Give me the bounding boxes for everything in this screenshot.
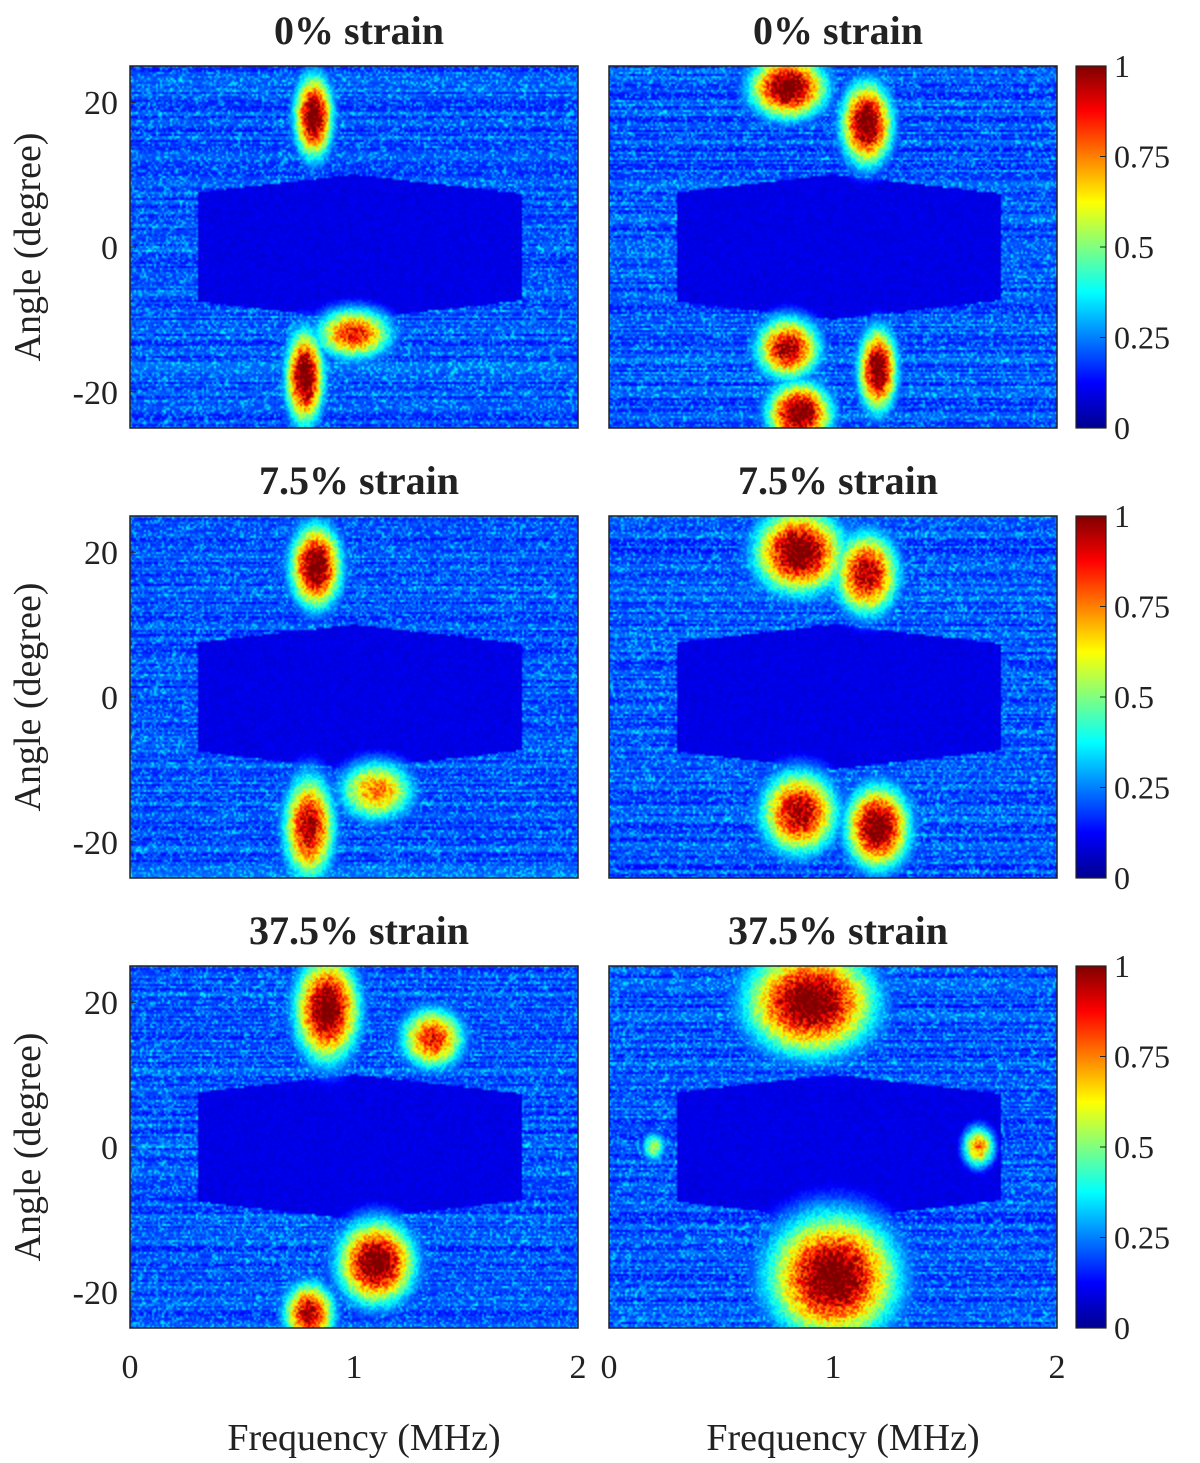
- x-tick-label: 0: [122, 1349, 139, 1386]
- panel-title: 7.5% strain: [259, 458, 459, 503]
- colorbar: [1075, 65, 1107, 429]
- y-tick-label: -20: [73, 375, 118, 412]
- panel-title: 37.5% strain: [728, 908, 948, 953]
- heatmap-panel-4: [608, 515, 1058, 879]
- colorbar-tick-label: 0.25: [1114, 1220, 1170, 1256]
- y-axis-label: Angle (degree): [7, 1033, 49, 1262]
- heatmap-panel-6: [608, 965, 1058, 1329]
- heatmap-panel-5: [129, 965, 579, 1329]
- y-axis-label: Angle (degree): [7, 133, 49, 362]
- colorbar-tick-label: 0.5: [1114, 679, 1154, 715]
- panel-title: 37.5% strain: [249, 908, 469, 953]
- panel-title: 0% strain: [753, 8, 923, 53]
- heatmap-image: [609, 516, 1057, 878]
- heatmap-panel-2: [608, 65, 1058, 429]
- x-axis-label: Frequency (MHz): [227, 1417, 500, 1459]
- x-tick-label: 0: [601, 1349, 618, 1386]
- y-tick-label: -20: [73, 1275, 118, 1312]
- heatmap-panel-3: [129, 515, 579, 879]
- panel-title: 0% strain: [274, 8, 444, 53]
- x-tick-label: 2: [570, 1349, 587, 1386]
- panel-title: 7.5% strain: [738, 458, 938, 503]
- x-axis-label: Frequency (MHz): [706, 1417, 979, 1459]
- y-tick-label: 20: [84, 85, 118, 122]
- colorbar-tick-label: 0: [1114, 860, 1130, 896]
- heatmap-image: [130, 966, 578, 1328]
- x-tick-label: 1: [346, 1349, 363, 1386]
- colorbar-tick-label: 0.5: [1114, 1129, 1154, 1165]
- y-tick-label: 0: [101, 680, 118, 717]
- y-tick-label: 20: [84, 985, 118, 1022]
- y-tick-label: 0: [101, 1130, 118, 1167]
- colorbar-tick-label: 1: [1114, 498, 1130, 534]
- y-tick-label: 0: [101, 230, 118, 267]
- colorbar-tick-label: 0: [1114, 1310, 1130, 1346]
- colorbar-tick-label: 0.25: [1114, 770, 1170, 806]
- y-axis-label: Angle (degree): [7, 583, 49, 812]
- heatmap-image: [130, 66, 578, 428]
- colorbar-tick-label: 0: [1114, 410, 1130, 446]
- colorbar-tick-label: 0.75: [1114, 139, 1170, 175]
- colorbar: [1075, 515, 1107, 879]
- x-tick-label: 1: [825, 1349, 842, 1386]
- colorbar-tick-label: 0.75: [1114, 589, 1170, 625]
- heatmap-panel-1: [129, 65, 579, 429]
- panel-frame: [608, 515, 1058, 879]
- y-tick-label: -20: [73, 825, 118, 862]
- y-tick-label: 20: [84, 535, 118, 572]
- heatmap-image: [609, 66, 1057, 428]
- heatmap-image: [130, 516, 578, 878]
- x-tick-label: 2: [1049, 1349, 1066, 1386]
- colorbar: [1075, 965, 1107, 1329]
- panel-frame: [608, 965, 1058, 1329]
- colorbar-tick-label: 0.5: [1114, 229, 1154, 265]
- colorbar-tick-label: 0.25: [1114, 320, 1170, 356]
- colorbar-tick-label: 0.75: [1114, 1039, 1170, 1075]
- panel-frame: [608, 65, 1058, 429]
- heatmap-image: [609, 966, 1057, 1328]
- colorbar-tick-label: 1: [1114, 48, 1130, 84]
- colorbar-tick-label: 1: [1114, 948, 1130, 984]
